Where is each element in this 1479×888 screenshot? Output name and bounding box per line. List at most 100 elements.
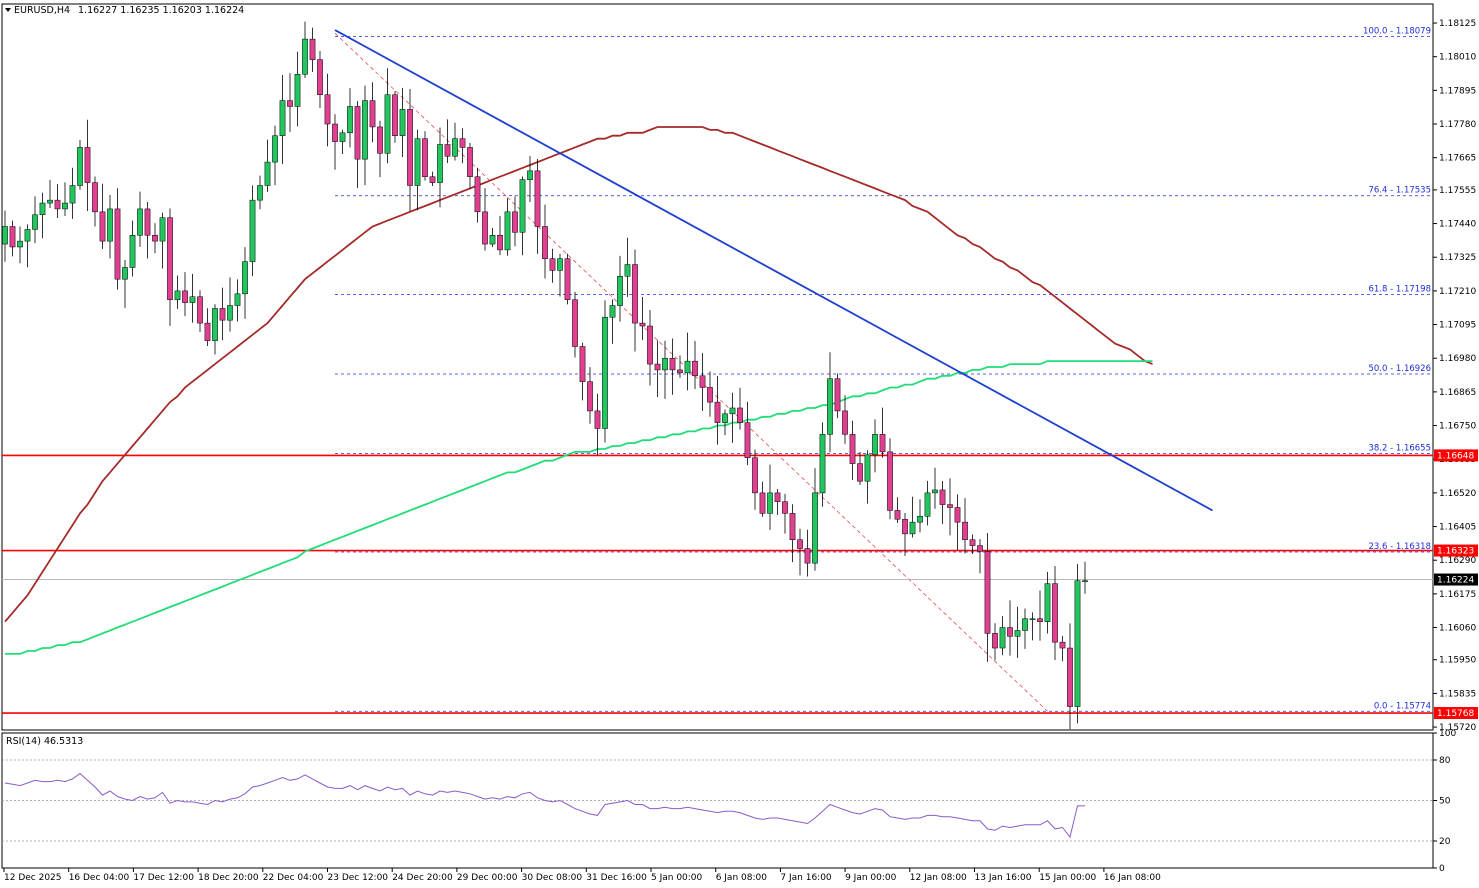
price-tick-label: 1.17210 bbox=[1439, 287, 1476, 297]
candle bbox=[812, 468, 818, 571]
candle bbox=[632, 249, 638, 352]
candle bbox=[189, 273, 196, 323]
candle bbox=[834, 373, 841, 419]
candle bbox=[624, 237, 631, 298]
candle-body bbox=[924, 492, 931, 517]
candle-body bbox=[107, 208, 113, 242]
candle-body bbox=[557, 258, 563, 271]
candle bbox=[62, 182, 68, 217]
rsi-tick-label: 80 bbox=[1439, 756, 1451, 766]
time-tick-label: 24 Dec 20:00 bbox=[392, 873, 453, 883]
candle-body bbox=[317, 59, 323, 95]
candle-body bbox=[182, 290, 188, 303]
moving-average-green bbox=[5, 360, 1153, 655]
time-tick-label: 18 Dec 20:00 bbox=[198, 873, 259, 883]
candle-body bbox=[279, 100, 286, 136]
horizontal-levels[interactable] bbox=[2, 454, 1433, 714]
price-tick-label: 1.16060 bbox=[1439, 624, 1476, 634]
candle bbox=[692, 341, 698, 390]
candle-body bbox=[527, 170, 533, 180]
candle bbox=[819, 422, 826, 507]
candle-body bbox=[722, 413, 728, 423]
candle bbox=[894, 497, 901, 523]
candle bbox=[782, 493, 788, 534]
candle-body bbox=[947, 504, 953, 508]
candle-body bbox=[114, 208, 121, 280]
candle-body bbox=[99, 211, 106, 242]
candle bbox=[399, 87, 406, 158]
candle-body bbox=[1029, 618, 1036, 621]
candle bbox=[227, 277, 233, 332]
fibonacci-retracement[interactable]: 100.0 - 1.18079 76.4 - 1.17535 61.8 - 1.17… bbox=[334, 26, 1433, 712]
candle-body bbox=[9, 226, 16, 248]
candle-body bbox=[804, 548, 811, 564]
price-tick-label: 1.16520 bbox=[1439, 489, 1476, 499]
candle-body bbox=[774, 492, 781, 502]
current-price-tag-bg bbox=[1434, 573, 1478, 586]
fib-level-label: 0.0 - 1.15774 bbox=[1374, 701, 1431, 711]
candle bbox=[242, 247, 248, 319]
candle bbox=[519, 176, 526, 256]
fib-level-label: 23.6 - 1.16318 bbox=[1368, 542, 1431, 552]
trendline bbox=[334, 29, 1213, 512]
candle-body bbox=[647, 325, 653, 365]
candle bbox=[1067, 623, 1073, 730]
candle-body bbox=[992, 633, 998, 649]
candle-body bbox=[302, 38, 308, 75]
price-tick-label: 1.16865 bbox=[1439, 388, 1476, 398]
candle bbox=[264, 139, 271, 192]
main-pane-border bbox=[1, 3, 1434, 731]
candle-body bbox=[669, 357, 676, 371]
candle bbox=[512, 196, 518, 247]
candle-body bbox=[482, 211, 488, 245]
dropdown-arrow-icon[interactable] bbox=[5, 8, 11, 12]
candle-body bbox=[662, 357, 668, 371]
candlestick-series bbox=[2, 21, 1088, 730]
candle bbox=[849, 420, 856, 480]
rsi-line bbox=[4, 772, 1085, 839]
candle-body bbox=[654, 363, 661, 371]
candle bbox=[789, 504, 796, 563]
candle bbox=[1044, 571, 1051, 634]
time-tick-label: 15 Jan 00:00 bbox=[1039, 873, 1096, 883]
candle-body bbox=[287, 100, 293, 107]
chart-header: EURUSD,H4 1.16227 1.16235 1.16203 1.1622… bbox=[5, 5, 244, 16]
time-tick-label: 9 Jan 00:00 bbox=[845, 873, 897, 883]
rsi-title: RSI(14) 46.5313 bbox=[6, 736, 83, 747]
candle-body bbox=[212, 308, 218, 341]
candle-body bbox=[54, 199, 61, 210]
candle bbox=[144, 201, 151, 259]
candle-body bbox=[429, 176, 436, 183]
candle-body bbox=[699, 375, 706, 388]
candle-body bbox=[504, 211, 511, 251]
candle bbox=[647, 309, 653, 386]
candle-body bbox=[969, 539, 976, 546]
candle bbox=[9, 220, 16, 257]
time-tick-label: 23 Dec 12:00 bbox=[328, 873, 389, 883]
candle bbox=[324, 73, 331, 147]
price-tick-label: 1.17780 bbox=[1439, 120, 1476, 130]
candle bbox=[857, 451, 863, 485]
candle bbox=[542, 204, 548, 279]
candle bbox=[489, 228, 496, 247]
downtrend-line[interactable] bbox=[334, 29, 1213, 512]
candle-body bbox=[339, 132, 346, 142]
candle bbox=[92, 176, 98, 227]
candle-body bbox=[332, 123, 338, 142]
candle bbox=[602, 300, 608, 443]
candle bbox=[924, 480, 931, 526]
time-tick-label: 7 Jan 16:00 bbox=[780, 873, 832, 883]
time-tick-label: 5 Jan 00:00 bbox=[651, 873, 703, 883]
candle-body bbox=[692, 360, 698, 377]
fib-level-label: 76.4 - 1.17535 bbox=[1368, 186, 1431, 196]
candle bbox=[17, 226, 23, 264]
candle-body bbox=[1044, 583, 1051, 622]
candle-body bbox=[684, 360, 691, 374]
candle-body bbox=[47, 199, 53, 204]
candle bbox=[594, 393, 601, 456]
candle-body bbox=[137, 208, 143, 236]
candle bbox=[842, 395, 848, 444]
candle bbox=[482, 188, 488, 251]
candle-body bbox=[362, 100, 368, 160]
candle-body bbox=[122, 267, 128, 280]
